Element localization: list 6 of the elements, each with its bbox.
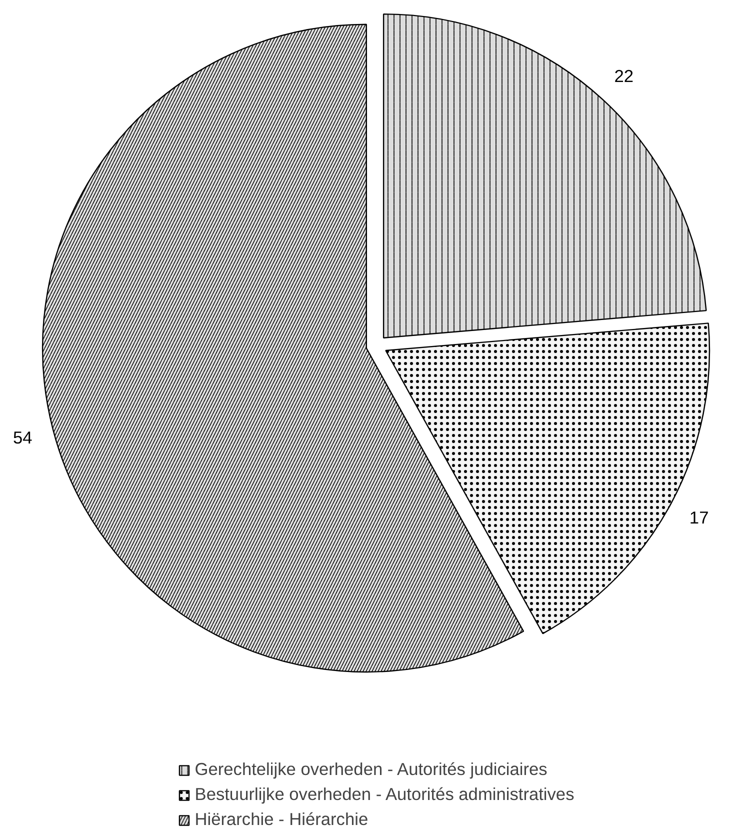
legend-label: Gerechtelijke overheden - Autorités judiciaires [194, 759, 548, 780]
data-label: 22 [614, 66, 634, 86]
data-label: 54 [12, 427, 33, 448]
legend-label: Hiërarchie - Hiérarchie [194, 809, 368, 830]
data-label: 17 [689, 508, 709, 528]
legend-label: Bestuurlijke overheden - Autorités administratives [194, 784, 574, 805]
